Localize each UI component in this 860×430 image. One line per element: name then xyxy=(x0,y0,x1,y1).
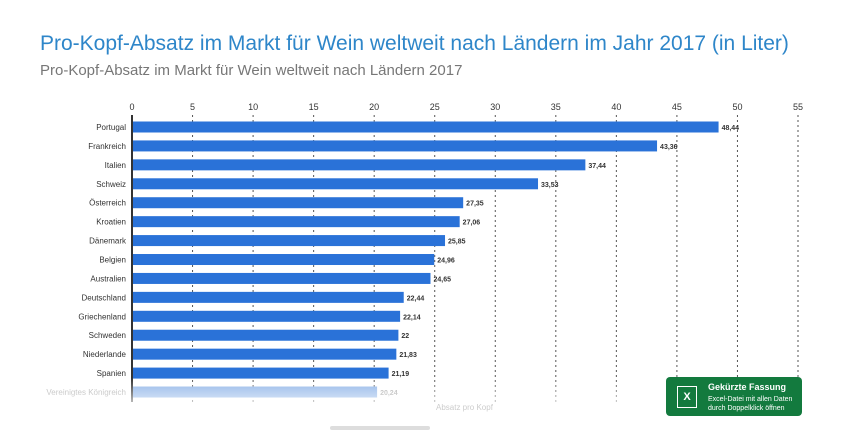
value-label: 24,96 xyxy=(437,258,455,265)
x-tick-label: 45 xyxy=(672,102,682,112)
bar[interactable] xyxy=(132,121,719,133)
bar[interactable] xyxy=(132,140,658,152)
x-tick-label: 35 xyxy=(551,102,561,112)
category-label: Deutschland xyxy=(82,293,126,302)
bar[interactable] xyxy=(132,310,401,322)
x-tick-label: 10 xyxy=(248,102,258,112)
x-tick-label: 0 xyxy=(129,102,134,112)
value-label: 21,83 xyxy=(399,352,417,359)
bar[interactable] xyxy=(132,216,460,228)
excel-icon: X xyxy=(677,386,697,408)
x-axis-label: Absatz pro Kopf xyxy=(436,403,493,412)
bar[interactable] xyxy=(132,254,435,266)
category-label: Dänemark xyxy=(89,237,127,246)
x-tick-label: 30 xyxy=(490,102,500,112)
category-label: Australien xyxy=(90,274,126,283)
excel-download-button[interactable]: X Gekürzte Fassung Excel-Datei mit allen… xyxy=(666,377,802,416)
category-label: Belgien xyxy=(99,256,126,265)
category-label: Portugal xyxy=(96,123,126,132)
value-label: 33,53 xyxy=(541,182,559,189)
excel-line-2: durch Doppelklick öffnen xyxy=(708,405,785,412)
x-tick-label: 50 xyxy=(732,102,742,112)
category-label: Schweiz xyxy=(96,180,126,189)
category-label: Vereinigtes Königreich xyxy=(46,388,126,397)
bar[interactable] xyxy=(132,291,404,303)
value-label: 43,36 xyxy=(660,144,678,151)
value-label: 22,14 xyxy=(403,314,421,321)
bar[interactable] xyxy=(132,367,389,379)
x-tick-label: 5 xyxy=(190,102,195,112)
category-label: Kroatien xyxy=(96,218,126,227)
category-label: Frankreich xyxy=(88,142,126,151)
category-label: Österreich xyxy=(89,199,126,208)
excel-description: Excel-Datei mit allen Daten durch Doppelk… xyxy=(708,395,792,413)
bar[interactable] xyxy=(132,329,399,341)
value-label: 25,85 xyxy=(448,239,466,246)
category-label: Italien xyxy=(105,161,126,170)
bar[interactable] xyxy=(132,159,586,171)
value-label: 27,35 xyxy=(466,201,484,208)
value-label: 22,44 xyxy=(407,295,425,302)
bar[interactable] xyxy=(132,197,464,209)
value-label: 20,24 xyxy=(380,390,398,397)
excel-title: Gekürzte Fassung xyxy=(708,382,787,392)
bar[interactable] xyxy=(132,272,431,284)
value-label: 21,19 xyxy=(392,371,410,378)
excel-line-1: Excel-Datei mit allen Daten xyxy=(708,396,793,403)
value-label: 24,65 xyxy=(433,276,451,283)
category-label: Griechenland xyxy=(78,312,126,321)
x-tick-label: 15 xyxy=(309,102,319,112)
value-label: 27,06 xyxy=(463,220,481,227)
category-label: Spanien xyxy=(97,369,126,378)
bar[interactable] xyxy=(132,178,539,190)
chart-title: Pro-Kopf-Absatz im Markt für Wein weltwe… xyxy=(40,32,789,55)
bar[interactable] xyxy=(132,348,397,360)
x-tick-label: 55 xyxy=(793,102,803,112)
chart-subtitle: Pro-Kopf-Absatz im Markt für Wein weltwe… xyxy=(40,62,463,79)
x-tick-label: 40 xyxy=(611,102,621,112)
value-label: 37,44 xyxy=(588,163,606,170)
category-label: Schweden xyxy=(89,331,126,340)
category-label: Niederlande xyxy=(83,350,127,359)
value-label: 48,44 xyxy=(722,125,740,132)
value-label: 22 xyxy=(401,333,409,340)
scrollbar[interactable] xyxy=(330,426,430,430)
x-tick-label: 25 xyxy=(430,102,440,112)
bar[interactable] xyxy=(132,386,378,398)
bar[interactable] xyxy=(132,235,446,247)
x-tick-label: 20 xyxy=(369,102,379,112)
